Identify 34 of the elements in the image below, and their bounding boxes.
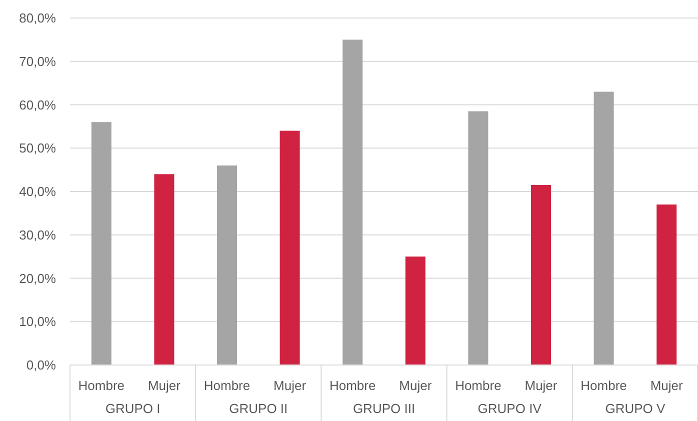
y-tick-label: 80,0% <box>19 10 56 26</box>
y-tick-label: 40,0% <box>19 184 56 200</box>
bar <box>154 174 174 365</box>
text: Hombre <box>455 378 502 393</box>
y-tick-label: 20,0% <box>19 270 56 286</box>
bar <box>656 204 677 365</box>
bar <box>342 40 363 365</box>
x-tick-label: GRUPO III <box>352 401 416 416</box>
y-tick-label: 30,0% <box>19 227 56 242</box>
x-tick-label: GRUPO II <box>229 401 288 416</box>
bar <box>531 184 551 365</box>
series-label: Hombre <box>78 378 125 393</box>
x-tick-label: GRUPO IV <box>478 401 542 416</box>
y-tick-label: 60,0% <box>19 97 56 112</box>
bar <box>468 111 488 365</box>
text: Hombre <box>580 378 627 393</box>
bar <box>280 130 300 365</box>
text: Mujer <box>650 378 683 393</box>
bar <box>594 92 614 365</box>
series-label: Mujer <box>148 378 182 393</box>
x-tick-label: GRUPO V <box>605 401 666 416</box>
y-tick-label: 70,0% <box>19 54 56 69</box>
bar <box>217 165 237 365</box>
y-tick-label: 0,0% <box>26 358 56 373</box>
y-tick-label: 50,0% <box>19 140 56 156</box>
bar <box>405 256 426 365</box>
text: Mujer <box>399 378 432 393</box>
text: Hombre <box>204 378 250 393</box>
y-tick-label: 10,0% <box>19 314 56 330</box>
text: Mujer <box>274 378 306 393</box>
text: Mujer <box>524 378 558 393</box>
bar <box>91 122 112 365</box>
x-tick-label: GRUPO I <box>105 401 160 416</box>
text: Hombre <box>329 378 376 393</box>
